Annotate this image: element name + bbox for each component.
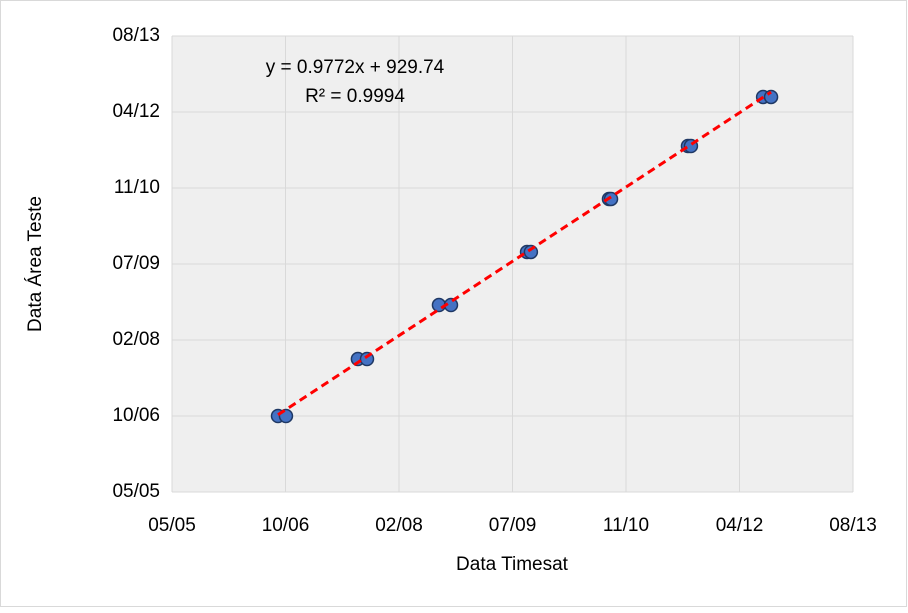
x-tick-label: 08/13 [829,515,877,536]
x-tick-label: 02/08 [375,515,423,536]
y-tick-label: 10/06 [112,405,160,426]
y-tick-label: 07/09 [112,253,160,274]
trend-equation: y = 0.9772x + 929.74 [266,57,445,78]
x-tick-label: 07/09 [489,515,537,536]
y-tick-label: 04/12 [112,101,160,122]
x-axis-title: Data Timesat [456,554,569,575]
trend-r-squared: R² = 0.9994 [305,86,405,107]
x-tick-label: 04/12 [716,515,764,536]
y-tick-label: 08/13 [112,25,160,46]
data-point [603,191,619,207]
data-point [523,244,539,260]
x-tick-label: 10/06 [262,515,310,536]
y-axis-title: Data Área Teste [25,196,46,332]
x-tick-label: 05/05 [148,515,196,536]
x-tick-label: 11/10 [603,515,649,536]
trendline [277,90,772,416]
y-tick-label: 02/08 [112,329,160,350]
y-tick-label: 05/05 [112,481,160,502]
y-tick-label: 11/10 [114,177,160,198]
